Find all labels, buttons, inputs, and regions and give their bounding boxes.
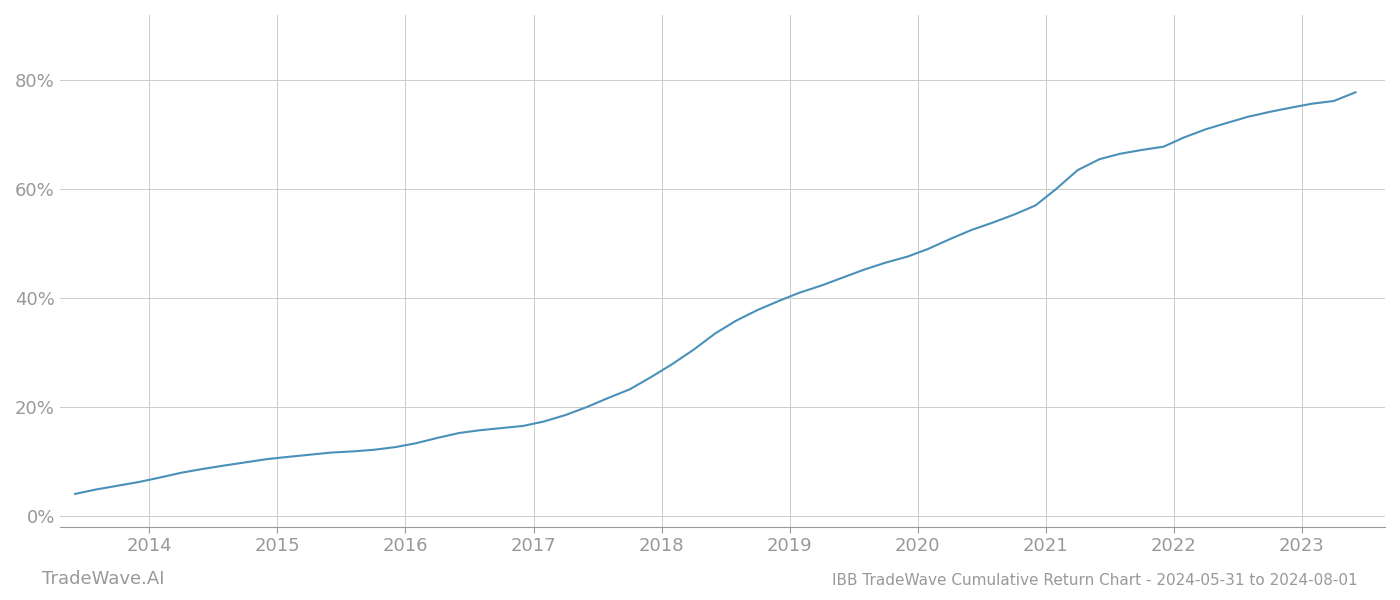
- Text: TradeWave.AI: TradeWave.AI: [42, 570, 165, 588]
- Text: IBB TradeWave Cumulative Return Chart - 2024-05-31 to 2024-08-01: IBB TradeWave Cumulative Return Chart - …: [833, 573, 1358, 588]
